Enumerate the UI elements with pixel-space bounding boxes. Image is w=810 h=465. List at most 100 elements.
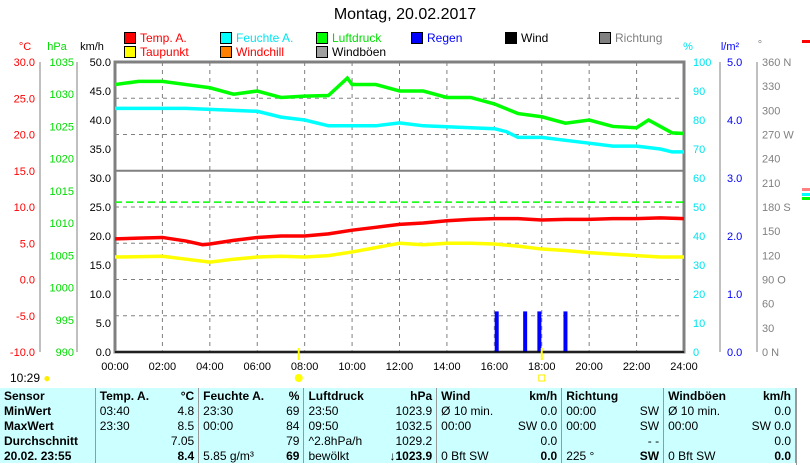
axis-label-pressure: hPa [47, 41, 67, 53]
table-cell: 4.8 [161, 403, 200, 418]
table-cell: 8.4 [161, 448, 200, 463]
table-cell: 1023.9 [377, 403, 438, 418]
legend-item[interactable]: Temp. A. [124, 31, 187, 45]
series-feuchte-a- [115, 106, 684, 154]
sun-icon [294, 374, 303, 382]
table-cell: SW 0.0 [506, 418, 563, 433]
x-tick-label: 06:00 [243, 361, 271, 373]
x-tick-label: 10:00 [338, 361, 366, 373]
axis-tick-wind: 35.0 [90, 144, 111, 156]
legend-swatch [411, 32, 423, 44]
axis-tick-rain: 0.0 [727, 347, 742, 359]
legend-swatch [124, 32, 136, 44]
side-strip[interactable] [796, 388, 810, 465]
side-marker [802, 188, 810, 191]
axis-tick-humidity: 80 [693, 115, 705, 127]
axis-tick-temp: 0.0 [20, 275, 35, 287]
legend-label: Taupunkt [140, 45, 189, 59]
axis-tick-direction: 330 [762, 81, 780, 93]
table-cell: km/h [506, 388, 563, 403]
legend-item[interactable]: Feuchte A. [220, 31, 293, 45]
table-cell: 79 [278, 433, 305, 448]
table-cell: Feuchte A. [203, 388, 265, 403]
table-cell: 00:00 [566, 418, 597, 433]
axis-tick-wind: 0.0 [96, 347, 111, 359]
table-cell: hPa [377, 388, 438, 403]
table-cell: SW [631, 448, 665, 463]
legend-item[interactable]: Taupunkt [124, 45, 189, 59]
table-cell [631, 388, 665, 403]
table-cell: SW [631, 403, 665, 418]
axis-tick-wind: 20.0 [90, 231, 111, 243]
axis-tick-direction: 60 [762, 299, 774, 311]
x-tick-label: 12:00 [386, 361, 414, 373]
table-cell: 0.0 [506, 403, 563, 418]
axis-tick-pressure: 995 [56, 315, 74, 327]
x-tick-label: 02:00 [149, 361, 177, 373]
axis-label-wind: km/h [80, 41, 104, 53]
legend-label: Luftdruck [332, 31, 382, 45]
legend-item[interactable]: Wind [505, 31, 548, 45]
axis-tick-direction: 120 [762, 250, 780, 262]
table-cell: bewölkt [308, 448, 350, 463]
axis-tick-direction: 240 [762, 154, 780, 166]
table-cell: 84 [278, 418, 305, 433]
axis-tick-temp: 10.0 [14, 202, 35, 214]
axis-tick-humidity: 60 [693, 173, 705, 185]
x-tick-label: 20:00 [575, 361, 603, 373]
axis-tick-wind: 50.0 [90, 57, 111, 69]
weather-chart: 00:00 02:00 04:00 06:00 08:00 10:00 12:00 14:00… [10, 39, 810, 382]
table-cell: Sensor [0, 388, 96, 403]
table-cell: Richtung [566, 388, 619, 403]
moon-icon: ● [43, 371, 51, 385]
legend-label: Feuchte A. [236, 31, 294, 45]
axis-tick-temp: -5.0 [16, 311, 35, 323]
legend-item[interactable]: Regen [411, 31, 462, 45]
table-cell: MinWert [0, 403, 96, 418]
table-cell: 8.5 [161, 418, 200, 433]
axis-tick-direction: 150 [762, 226, 780, 238]
table-cell: Durchschnitt [0, 433, 96, 448]
table-cell: MaxWert [0, 418, 96, 433]
table-cell: 09:50 [308, 418, 339, 433]
legend-label: Regen [427, 31, 463, 45]
table-cell: 20.02. 23:55 [0, 448, 96, 463]
table-cell: 00:00 [668, 418, 699, 433]
axis-tick-pressure: 1020 [50, 154, 74, 166]
axis-tick-pressure: 1025 [50, 121, 74, 133]
x-tick-label: 22:00 [623, 361, 651, 373]
rain-bar [537, 311, 542, 352]
side-marker [802, 197, 810, 200]
axis-tick-temp: 30.0 [14, 57, 35, 69]
legend-swatch [316, 32, 328, 44]
axis-tick-direction: 90 O [762, 275, 786, 287]
axis-tick-pressure: 1000 [50, 283, 74, 295]
axis-tick-direction: 270 W [762, 130, 794, 142]
rain-bar [523, 311, 528, 352]
table-row: MinWert 03:40 4.8 23:30 69 23:50 1023.9 Ø 10 mi… [0, 403, 797, 418]
table-cell: 00:00 [441, 418, 472, 433]
axis-tick-rain: 2.0 [727, 231, 742, 243]
legend-swatch [599, 32, 611, 44]
axis-label-humidity: % [683, 41, 693, 53]
axis-tick-direction: 30 [762, 323, 774, 335]
moon-time: 10:29 ● [10, 371, 51, 385]
table-cell: 0.0 [506, 448, 563, 463]
legend-label: Windböen [332, 45, 387, 59]
axis-tick-wind: 10.0 [90, 289, 111, 301]
axis-tick-pressure: 1035 [50, 57, 74, 69]
legend-item[interactable]: Windchill [220, 45, 284, 59]
axis-tick-wind: 25.0 [90, 202, 111, 214]
axis-tick-pressure: 1005 [50, 250, 74, 262]
table-cell [562, 433, 632, 448]
legend-label: Richtung [615, 31, 663, 45]
legend-item[interactable]: Windböen [316, 45, 386, 59]
legend-item[interactable]: Luftdruck [316, 31, 381, 45]
axis-tick-direction: 360 N [762, 57, 791, 69]
axis-tick-humidity: 20 [693, 289, 705, 301]
side-marker [802, 193, 810, 196]
axis-label-temp: °C [19, 41, 31, 53]
table-row: Durchschnitt 7.05 79 ^2.8hPa/h 1029.2 0.0 - - 0… [0, 433, 797, 448]
legend-item[interactable]: Richtung [599, 31, 662, 45]
axis-tick-wind: 45.0 [90, 86, 111, 98]
